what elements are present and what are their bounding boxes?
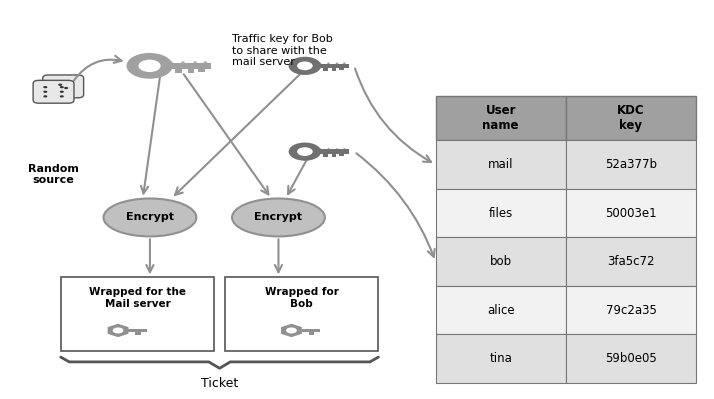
Text: 79c2a35: 79c2a35 bbox=[605, 304, 656, 317]
Polygon shape bbox=[318, 62, 321, 64]
Circle shape bbox=[44, 95, 47, 97]
Text: 52a377b: 52a377b bbox=[605, 158, 657, 171]
Ellipse shape bbox=[104, 199, 196, 236]
Polygon shape bbox=[198, 69, 205, 72]
Polygon shape bbox=[188, 69, 194, 73]
Polygon shape bbox=[336, 62, 338, 64]
Bar bbox=[566, 237, 696, 286]
Polygon shape bbox=[323, 68, 328, 71]
Text: Encrypt: Encrypt bbox=[126, 212, 174, 223]
Bar bbox=[566, 286, 696, 334]
Circle shape bbox=[44, 86, 47, 88]
Text: bob: bob bbox=[490, 255, 512, 268]
Bar bbox=[566, 189, 696, 237]
Circle shape bbox=[59, 84, 62, 86]
Bar bbox=[436, 140, 566, 189]
Ellipse shape bbox=[232, 199, 325, 236]
Polygon shape bbox=[331, 154, 336, 157]
Polygon shape bbox=[135, 332, 141, 335]
Polygon shape bbox=[301, 329, 320, 332]
Polygon shape bbox=[339, 154, 344, 156]
Polygon shape bbox=[336, 148, 338, 150]
Polygon shape bbox=[181, 61, 186, 63]
FancyBboxPatch shape bbox=[33, 80, 74, 103]
Circle shape bbox=[288, 57, 321, 75]
Text: User
name: User name bbox=[483, 104, 519, 132]
Polygon shape bbox=[108, 324, 129, 337]
Text: Random
source: Random source bbox=[28, 164, 79, 185]
Polygon shape bbox=[308, 332, 314, 335]
Circle shape bbox=[297, 61, 313, 70]
Bar bbox=[436, 286, 566, 334]
Text: Ticket: Ticket bbox=[201, 377, 238, 390]
Polygon shape bbox=[193, 61, 198, 63]
Bar bbox=[436, 189, 566, 237]
Bar bbox=[225, 277, 378, 351]
Polygon shape bbox=[327, 148, 330, 150]
Polygon shape bbox=[281, 324, 302, 337]
Bar bbox=[566, 334, 696, 383]
Polygon shape bbox=[169, 63, 211, 69]
Text: alice: alice bbox=[487, 304, 515, 317]
Circle shape bbox=[286, 328, 297, 334]
Circle shape bbox=[60, 86, 64, 88]
Text: tina: tina bbox=[489, 352, 512, 365]
Polygon shape bbox=[203, 61, 208, 63]
Polygon shape bbox=[176, 69, 182, 73]
Polygon shape bbox=[318, 148, 321, 150]
Circle shape bbox=[288, 142, 321, 161]
Circle shape bbox=[297, 147, 313, 156]
Polygon shape bbox=[339, 68, 344, 70]
Circle shape bbox=[60, 95, 64, 97]
Polygon shape bbox=[318, 150, 348, 154]
Text: KDC
key: KDC key bbox=[617, 104, 645, 132]
Text: 50003e1: 50003e1 bbox=[605, 207, 657, 219]
Bar bbox=[61, 277, 214, 351]
Bar bbox=[566, 96, 696, 140]
Circle shape bbox=[64, 87, 68, 89]
Bar bbox=[436, 96, 566, 140]
Polygon shape bbox=[169, 61, 174, 63]
Bar bbox=[566, 140, 696, 189]
Text: 59b0e05: 59b0e05 bbox=[605, 352, 657, 365]
Polygon shape bbox=[343, 148, 346, 150]
Polygon shape bbox=[343, 62, 346, 64]
Text: files: files bbox=[488, 207, 513, 219]
FancyBboxPatch shape bbox=[43, 75, 84, 98]
Text: 3fa5c72: 3fa5c72 bbox=[607, 255, 655, 268]
Circle shape bbox=[139, 59, 161, 72]
Circle shape bbox=[113, 328, 124, 334]
Polygon shape bbox=[327, 62, 330, 64]
Bar bbox=[436, 237, 566, 286]
Text: Wrapped for
Bob: Wrapped for Bob bbox=[265, 287, 338, 309]
Circle shape bbox=[126, 53, 173, 79]
Text: Wrapped for the
Mail server: Wrapped for the Mail server bbox=[89, 287, 186, 309]
Text: mail: mail bbox=[488, 158, 513, 171]
Polygon shape bbox=[318, 64, 348, 68]
Bar bbox=[436, 334, 566, 383]
Text: Encrypt: Encrypt bbox=[254, 212, 303, 223]
Text: Traffic key for Bob
to share with the
mail server: Traffic key for Bob to share with the ma… bbox=[232, 34, 333, 67]
Polygon shape bbox=[331, 68, 336, 71]
Circle shape bbox=[44, 91, 47, 93]
Polygon shape bbox=[323, 154, 328, 157]
Polygon shape bbox=[129, 329, 146, 332]
Circle shape bbox=[60, 91, 64, 93]
